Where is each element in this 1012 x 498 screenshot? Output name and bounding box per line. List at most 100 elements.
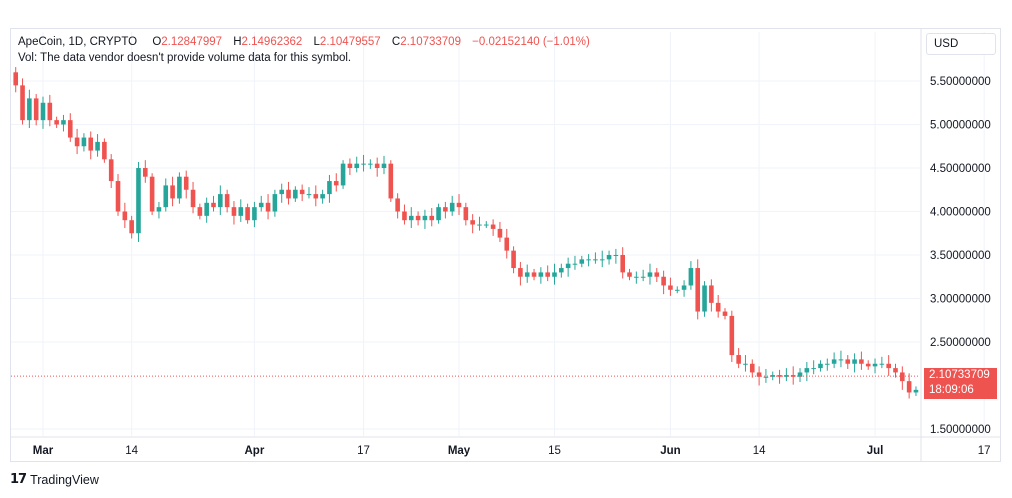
candle-body bbox=[886, 363, 891, 369]
candle-body bbox=[279, 189, 284, 195]
candle-body bbox=[709, 285, 714, 303]
currency-button[interactable]: USD bbox=[926, 33, 996, 55]
candle-body bbox=[108, 159, 114, 182]
candle-body bbox=[102, 141, 107, 160]
chart-frame bbox=[10, 28, 1001, 462]
candle-body bbox=[381, 163, 387, 168]
candle-body bbox=[559, 268, 564, 273]
candle-body bbox=[293, 189, 298, 199]
candle-body bbox=[231, 207, 237, 216]
candle-body bbox=[900, 372, 905, 382]
x-tick-label: Mar bbox=[33, 445, 54, 457]
candle-body bbox=[456, 202, 462, 208]
y-tick-label: 3.00000000 bbox=[930, 294, 991, 306]
last-price-value: 2.10733709 bbox=[929, 369, 990, 382]
candle-body bbox=[211, 202, 216, 208]
candle-body bbox=[797, 372, 803, 377]
candle-body bbox=[149, 176, 155, 212]
candle-body bbox=[654, 272, 660, 277]
candle-body bbox=[265, 202, 271, 212]
candle-body bbox=[40, 102, 46, 121]
candle-body bbox=[306, 194, 312, 196]
candle-body bbox=[218, 194, 223, 208]
candle-body bbox=[490, 224, 496, 229]
low-label: L bbox=[313, 36, 320, 48]
grid-lines bbox=[11, 32, 985, 436]
y-tick-label: 1.50000000 bbox=[930, 424, 991, 436]
candle-body bbox=[865, 363, 871, 367]
candle-body bbox=[74, 137, 80, 147]
candle-body bbox=[831, 359, 837, 364]
candle-body bbox=[224, 194, 230, 208]
candle-body bbox=[552, 272, 557, 277]
tradingview-logo[interactable]: 17 TradingView bbox=[10, 472, 99, 487]
candle-body bbox=[67, 120, 73, 138]
candle-body bbox=[95, 141, 100, 151]
candle-body bbox=[245, 207, 250, 221]
candle-body bbox=[668, 285, 673, 290]
x-tick-label: 17 bbox=[978, 445, 991, 457]
candle-body bbox=[183, 176, 189, 190]
candle-body bbox=[20, 85, 25, 121]
y-tick-label: 5.00000000 bbox=[930, 120, 991, 132]
candle-body bbox=[661, 276, 666, 286]
candle-body bbox=[572, 263, 578, 265]
candle-body bbox=[429, 215, 435, 221]
candle-body bbox=[647, 272, 653, 277]
candle-body bbox=[688, 268, 694, 286]
candle-body bbox=[299, 189, 305, 195]
candle-body bbox=[354, 163, 360, 168]
low-value: 2.10479557 bbox=[319, 36, 381, 48]
y-tick-label: 4.00000000 bbox=[930, 207, 991, 219]
candle-body bbox=[784, 375, 789, 377]
y-tick-label: 3.50000000 bbox=[930, 250, 991, 262]
candle-body bbox=[511, 250, 516, 269]
candle-body bbox=[340, 163, 346, 186]
candle-body bbox=[88, 137, 94, 151]
candle-body bbox=[47, 102, 53, 121]
candle-body bbox=[374, 163, 380, 168]
high-label: H bbox=[233, 36, 242, 48]
candle-body bbox=[790, 375, 796, 377]
candle-body bbox=[81, 137, 87, 147]
candle-body bbox=[695, 268, 701, 312]
candle-body bbox=[333, 181, 339, 186]
candle-body bbox=[634, 276, 639, 278]
candle-body bbox=[272, 194, 278, 212]
candle-body bbox=[804, 368, 810, 373]
candle-body bbox=[402, 211, 407, 221]
candle-body bbox=[190, 189, 196, 208]
candle-body bbox=[770, 375, 776, 377]
candle-body bbox=[54, 120, 59, 125]
candle-body bbox=[606, 255, 612, 260]
candle-body bbox=[524, 272, 530, 277]
candle-body bbox=[872, 363, 878, 367]
candle-body bbox=[859, 359, 864, 364]
candle-body bbox=[722, 311, 728, 316]
y-tick-label: 2.50000000 bbox=[930, 337, 991, 349]
candle-body bbox=[361, 163, 366, 165]
x-tick-label: 14 bbox=[125, 445, 138, 457]
candle-body bbox=[879, 363, 885, 365]
candle-body bbox=[422, 215, 428, 221]
candle-body bbox=[906, 381, 912, 393]
x-tick-label: Apr bbox=[245, 445, 265, 457]
candle-body bbox=[252, 207, 257, 221]
candle-body bbox=[586, 259, 591, 261]
x-tick-label: Jun bbox=[660, 445, 680, 457]
candle-body bbox=[736, 355, 741, 364]
candle-body bbox=[818, 363, 823, 369]
candle-body bbox=[286, 189, 291, 199]
candle-body bbox=[436, 207, 441, 221]
candle-body bbox=[565, 263, 571, 269]
candle-body bbox=[756, 372, 762, 377]
candle-body bbox=[415, 215, 421, 221]
symbol-label: ApeCoin, 1D, CRYPTO bbox=[18, 36, 138, 48]
candle-body bbox=[122, 211, 128, 221]
candle-body bbox=[143, 168, 148, 177]
candle-body bbox=[825, 363, 830, 365]
candle-body bbox=[593, 259, 598, 261]
candle-body bbox=[443, 207, 448, 212]
candle-body bbox=[613, 255, 619, 256]
